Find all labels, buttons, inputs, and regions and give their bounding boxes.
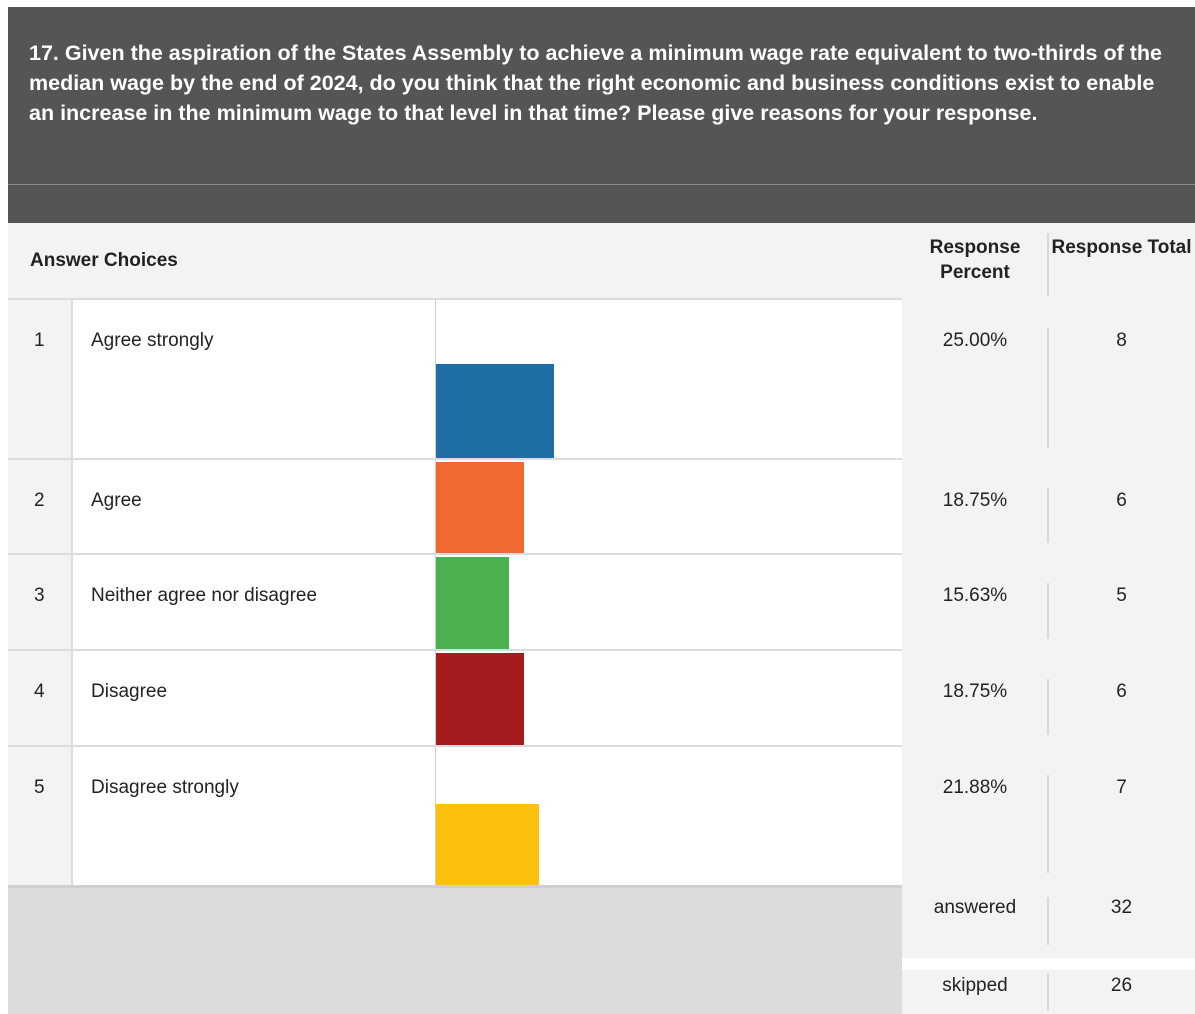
table-row: 2 Agree 18.75% 6 <box>8 460 1195 555</box>
response-percent: 18.75% <box>902 681 1048 703</box>
table-row: 3 Neither agree nor disagree 15.63% 5 <box>8 555 1195 651</box>
response-percent: 18.75% <box>902 490 1048 512</box>
stats-cell: 15.63% 5 <box>902 555 1195 651</box>
row-number: 2 <box>34 490 45 512</box>
bar-cell <box>436 460 902 555</box>
answer-label-cell: Agree strongly <box>73 300 436 460</box>
answered-value: 32 <box>1048 897 1195 919</box>
answer-label-cell: Neither agree nor disagree <box>73 555 436 651</box>
row-number-cell: 2 <box>8 460 73 555</box>
answer-label: Agree <box>91 490 142 512</box>
summary-divider <box>902 958 1195 970</box>
question-text: 17. Given the aspiration of the States A… <box>29 38 1179 128</box>
row-number-cell: 3 <box>8 555 73 651</box>
row-number: 5 <box>34 777 45 799</box>
answer-label: Neither agree nor disagree <box>91 585 317 607</box>
response-percent-header: Response Percent <box>902 235 1048 285</box>
answer-choices-header: Answer Choices <box>30 250 178 272</box>
row-number: 1 <box>34 330 45 352</box>
row-number-cell: 1 <box>8 300 73 460</box>
response-total: 5 <box>1048 585 1195 607</box>
stats-cell: 18.75% 6 <box>902 651 1195 747</box>
bar <box>436 804 539 885</box>
response-percent: 15.63% <box>902 585 1048 607</box>
table-row: 1 Agree strongly 25.00% 8 <box>8 300 1195 460</box>
header-band <box>8 185 1195 223</box>
stats-cell: 25.00% 8 <box>902 300 1195 460</box>
bar-cell <box>436 747 902 885</box>
stats-cell: 21.88% 7 <box>902 747 1195 885</box>
row-number-cell: 4 <box>8 651 73 747</box>
row-number: 3 <box>34 585 45 607</box>
bar-cell <box>436 300 902 460</box>
stats-header-cell: Response Percent Response Total <box>902 223 1195 300</box>
answer-label-cell: Disagree <box>73 651 436 747</box>
row-number-cell: 5 <box>8 747 73 885</box>
table-row: 5 Disagree strongly 21.88% 7 <box>8 747 1195 885</box>
answer-label-cell: Agree <box>73 460 436 555</box>
answer-label: Agree strongly <box>91 330 214 352</box>
summary-cells: answered 32 skipped 26 <box>902 885 1195 1014</box>
question-header: 17. Given the aspiration of the States A… <box>8 7 1195 184</box>
answer-label: Disagree strongly <box>91 777 239 799</box>
answer-label-cell: Disagree strongly <box>73 747 436 885</box>
bar-cell <box>436 555 902 651</box>
bar-cell <box>436 651 902 747</box>
response-percent: 25.00% <box>902 330 1048 352</box>
row-number: 4 <box>34 681 45 703</box>
bar <box>436 364 554 460</box>
survey-question-panel: 17. Given the aspiration of the States A… <box>8 7 1195 1014</box>
table-row: 4 Disagree 18.75% 6 <box>8 651 1195 747</box>
response-total: 7 <box>1048 777 1195 799</box>
response-total: 8 <box>1048 330 1195 352</box>
response-total: 6 <box>1048 490 1195 512</box>
response-total-header: Response Total <box>1048 235 1195 260</box>
answer-choices-header-cell: Answer Choices <box>8 223 902 300</box>
skipped-value: 26 <box>1048 975 1195 997</box>
stats-cell: 18.75% 6 <box>902 460 1195 555</box>
response-total: 6 <box>1048 681 1195 703</box>
answer-label: Disagree <box>91 681 167 703</box>
response-percent: 21.88% <box>902 777 1048 799</box>
summary-filler <box>8 885 902 1014</box>
bar <box>436 462 524 555</box>
bar <box>436 557 509 651</box>
bar <box>436 653 524 747</box>
answered-label: answered <box>902 897 1048 919</box>
skipped-label: skipped <box>902 975 1048 997</box>
